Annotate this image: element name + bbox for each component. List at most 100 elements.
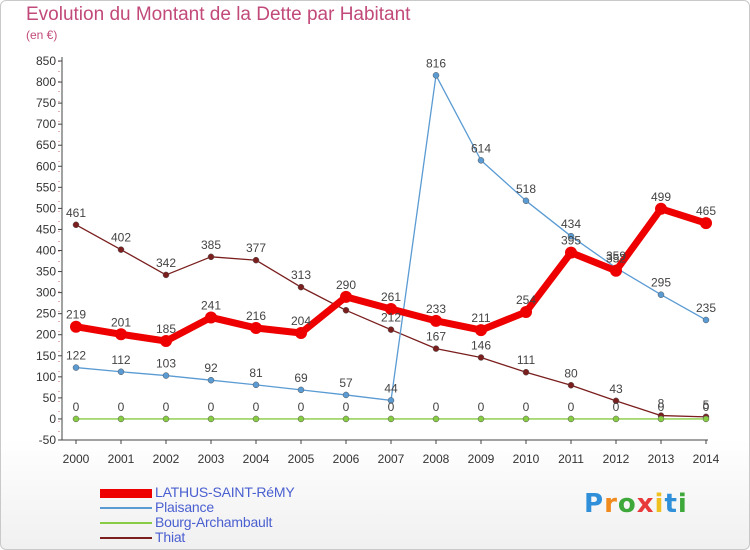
- data-point: [72, 221, 80, 229]
- logo-letter: i: [654, 489, 665, 519]
- data-point: [655, 202, 667, 215]
- data-point: [475, 324, 487, 337]
- y-tick-label: 600: [36, 159, 56, 173]
- data-point: [115, 328, 127, 341]
- data-label: 0: [118, 400, 125, 414]
- data-point: [522, 197, 530, 205]
- data-label: 8: [658, 397, 665, 411]
- data-point: [702, 415, 710, 423]
- data-point: [297, 386, 305, 394]
- x-tick-label: 2009: [468, 452, 495, 466]
- data-point: [612, 397, 620, 405]
- data-point: [612, 415, 620, 423]
- data-label: 0: [208, 400, 215, 414]
- data-point: [162, 271, 170, 279]
- x-tick-label: 2011: [558, 452, 584, 466]
- legend-swatch: [100, 522, 152, 524]
- data-label: 201: [111, 315, 131, 329]
- x-tick-label: 2012: [603, 452, 630, 466]
- data-label: 342: [156, 256, 176, 270]
- data-label: 0: [478, 400, 485, 414]
- data-label: 122: [66, 349, 86, 363]
- y-tick-label: 0: [49, 412, 56, 426]
- data-label: 518: [516, 182, 536, 196]
- legend-swatch: [100, 507, 152, 509]
- data-label: 359: [606, 249, 626, 263]
- data-label: 385: [201, 238, 221, 252]
- data-label: 614: [471, 141, 491, 155]
- x-tick-label: 2008: [423, 452, 450, 466]
- chart-title: Evolution du Montant de la Dette par Hab…: [26, 4, 411, 25]
- y-tick-label: 800: [36, 75, 56, 89]
- data-point: [567, 232, 575, 240]
- data-label: 219: [66, 308, 86, 322]
- data-label: 235: [696, 301, 716, 315]
- data-point: [387, 415, 395, 423]
- data-label: 313: [291, 268, 311, 282]
- chart-subtitle: (en €): [26, 28, 58, 42]
- x-tick-label: 2003: [198, 452, 225, 466]
- y-tick-label: 450: [36, 222, 56, 236]
- y-tick-label: 550: [36, 180, 56, 194]
- data-label: 377: [246, 241, 266, 255]
- data-point: [297, 415, 305, 423]
- data-point: [252, 381, 260, 389]
- data-label: 461: [66, 206, 86, 220]
- data-label: 0: [433, 400, 440, 414]
- y-tick-label: 350: [36, 265, 56, 279]
- data-point: [657, 291, 665, 298]
- data-point: [252, 415, 260, 423]
- x-tick-label: 2014: [693, 452, 720, 466]
- logo-letter: r: [604, 489, 618, 519]
- data-point: [702, 316, 710, 324]
- data-point: [342, 307, 350, 314]
- y-tick-label: 850: [36, 54, 56, 68]
- x-tick-label: 2005: [288, 452, 315, 466]
- data-label: 0: [613, 400, 620, 414]
- data-point: [567, 382, 575, 389]
- data-point: [117, 368, 125, 376]
- data-point: [117, 246, 125, 253]
- data-label: 0: [523, 400, 530, 414]
- data-point: [295, 327, 307, 340]
- data-label: 211: [471, 311, 490, 325]
- data-label: 0: [658, 400, 665, 414]
- data-point: [430, 314, 442, 327]
- data-label: 216: [246, 309, 266, 323]
- y-tick-label: 300: [36, 286, 56, 300]
- x-tick-label: 2001: [108, 452, 135, 466]
- data-point: [72, 364, 80, 371]
- data-point: [565, 246, 577, 259]
- y-tick-label: 700: [36, 117, 56, 131]
- data-point: [477, 157, 485, 164]
- data-label: 499: [651, 190, 671, 204]
- data-point: [72, 415, 80, 423]
- data-point: [162, 415, 170, 423]
- data-label: 434: [561, 217, 581, 231]
- y-tick-label: 200: [36, 328, 56, 342]
- data-label: 185: [156, 322, 176, 336]
- data-point: [385, 303, 397, 316]
- data-point: [387, 326, 395, 333]
- proxiti-logo: Proxiti: [584, 489, 688, 519]
- y-tick-label: 150: [36, 349, 56, 363]
- data-point: [160, 335, 172, 348]
- data-point: [342, 391, 350, 399]
- data-point: [522, 368, 530, 376]
- legend-swatch: [100, 537, 152, 539]
- data-label: 290: [336, 278, 356, 292]
- data-label: 402: [111, 231, 131, 245]
- data-label: 167: [426, 330, 446, 344]
- data-label: 0: [343, 400, 350, 414]
- data-point: [205, 311, 217, 324]
- data-label: 92: [204, 361, 218, 375]
- legend-swatch: [100, 488, 152, 498]
- data-label: 465: [696, 204, 716, 218]
- logo-letter: i: [677, 489, 688, 519]
- data-point: [252, 256, 260, 264]
- data-label: 212: [381, 311, 401, 325]
- y-tick-label: 650: [36, 138, 56, 152]
- y-tick-label: 50: [43, 391, 57, 405]
